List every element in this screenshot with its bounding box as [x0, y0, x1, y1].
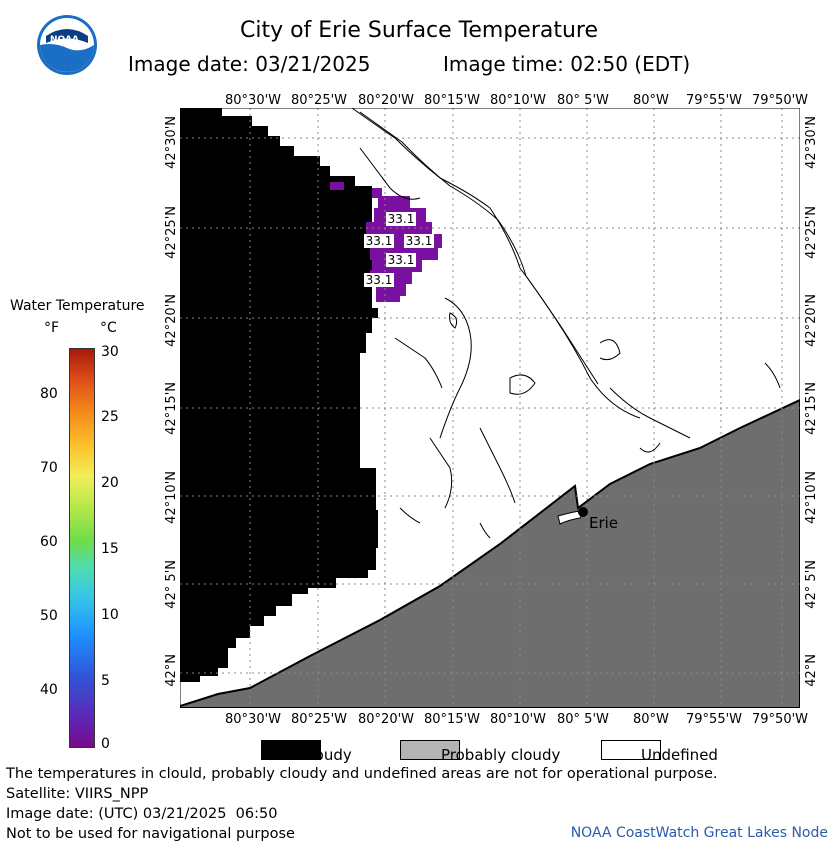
lat-label: 42°30'N: [164, 116, 179, 169]
lon-label: 80° 5'W: [557, 93, 609, 108]
lon-label: 80°20'W: [358, 93, 415, 108]
image-time: Image time: 02:50 (EDT): [443, 52, 691, 76]
legend-label-probably-cloudy: Probably cloudy: [441, 746, 561, 764]
cloud-area: [180, 108, 378, 682]
lon-label: 79°55'W: [686, 93, 743, 108]
lon-label: 80°20'W: [358, 712, 415, 727]
legend-swatch-probably-cloudy: [400, 740, 460, 760]
lat-label: 42°30'N: [804, 116, 819, 169]
colorbar-c-tick: 5: [101, 673, 110, 689]
lat-label: 42°25'N: [164, 206, 179, 259]
satellite-text: Satellite: VIIRS_NPP: [6, 786, 149, 802]
disclaimer-text: The temperatures in clould, probably clo…: [6, 766, 718, 782]
colorbar-title: Water Temperature: [10, 298, 145, 314]
lat-label: 42°15'N: [804, 382, 819, 435]
temp-label: 33.1: [366, 273, 393, 287]
lat-label: 42°10'N: [804, 471, 819, 524]
lon-label: 80°10'W: [490, 93, 547, 108]
lon-label: 79°55'W: [686, 712, 743, 727]
colorbar-f-tick: 70: [40, 460, 58, 476]
temp-label: 33.1: [406, 234, 433, 248]
temp-label: 33.1: [388, 212, 415, 226]
lat-label: 42° 5'N: [164, 560, 179, 609]
map-svg: 33.1 33.1 33.1 33.1 33.1 Erie: [179, 107, 801, 709]
colorbar-f-tick: 40: [40, 682, 58, 698]
colorbar-c-tick: 10: [101, 607, 119, 623]
legend-swatch-undefined: [601, 740, 661, 760]
lon-label: 79°50'W: [752, 712, 809, 727]
lon-label: 80°10'W: [490, 712, 547, 727]
colorbar-f-tick: 60: [40, 534, 58, 550]
temp-label-group: 33.1 33.1 33.1 33.1 33.1: [364, 212, 434, 287]
map-frame: 33.1 33.1 33.1 33.1 33.1 Erie: [179, 107, 801, 709]
legend-label-undefined: Undefined: [641, 746, 718, 764]
colorbar-unit-c: °C: [100, 320, 117, 336]
colorbar: [69, 348, 95, 748]
lon-label: 79°50'W: [752, 93, 809, 108]
lon-label: 80°15'W: [424, 712, 481, 727]
colorbar-c-tick: 25: [101, 409, 119, 425]
noaa-logo-text: NOAA: [50, 35, 79, 45]
colorbar-c-tick: 20: [101, 475, 119, 491]
lon-label: 80°W: [633, 712, 669, 727]
lat-label: 42°25'N: [804, 206, 819, 259]
land-area: [179, 398, 801, 709]
lat-label: 42° 5'N: [804, 560, 819, 609]
city-label: Erie: [589, 514, 618, 532]
image-date-utc: Image date: (UTC) 03/21/2025 06:50: [6, 806, 278, 822]
nav-warning: Not to be used for navigational purpose: [6, 826, 295, 842]
lat-label: 42°20'N: [804, 294, 819, 347]
graticule: [180, 108, 800, 708]
colorbar-unit-f: °F: [44, 320, 60, 336]
lon-label: 80°25'W: [291, 93, 348, 108]
lon-label: 80°25'W: [291, 712, 348, 727]
lon-label: 80°15'W: [424, 93, 481, 108]
temp-label: 33.1: [366, 234, 393, 248]
erie-marker: [578, 507, 588, 517]
contour-lines: [351, 107, 781, 539]
lat-label: 42°10'N: [164, 471, 179, 524]
colorbar-c-tick: 15: [101, 541, 119, 557]
image-date: Image date: 03/21/2025: [128, 52, 371, 76]
colorbar-f-tick: 50: [40, 608, 58, 624]
legend-label-cloudy: Cloudy: [300, 746, 352, 764]
lon-label: 80°W: [633, 93, 669, 108]
page-title: City of Erie Surface Temperature: [239, 18, 599, 43]
temp-label: 33.1: [388, 253, 415, 267]
credit-text: NOAA CoastWatch Great Lakes Node: [570, 825, 828, 841]
lon-label: 80° 5'W: [557, 712, 609, 727]
noaa-logo: NOAA: [36, 14, 98, 76]
lon-label: 80°30'W: [225, 93, 282, 108]
colorbar-f-tick: 80: [40, 386, 58, 402]
lat-label: 42°N: [164, 654, 179, 687]
colorbar-c-tick: 0: [101, 736, 110, 752]
lat-label: 42°20'N: [164, 294, 179, 347]
lon-label: 80°30'W: [225, 712, 282, 727]
lat-label: 42°15'N: [164, 382, 179, 435]
legend-swatch-cloudy: [261, 740, 321, 760]
colorbar-c-tick: 30: [101, 344, 119, 360]
lat-label: 42°N: [804, 654, 819, 687]
